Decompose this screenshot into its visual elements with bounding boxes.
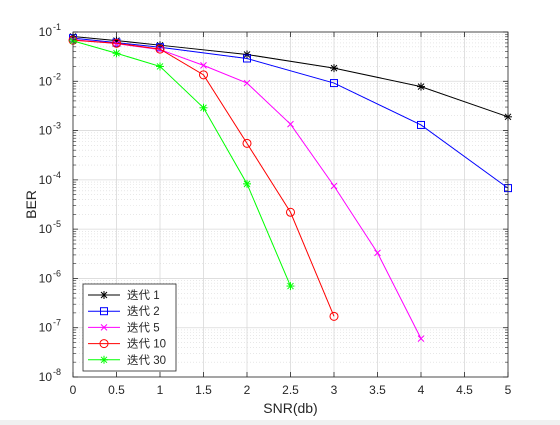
- y-tick-label: 10 -1: [39, 22, 61, 39]
- y-tick-exponent: -7: [53, 318, 61, 328]
- y-tick-exponent: -1: [53, 22, 61, 32]
- legend-item: 迭代 30: [88, 354, 166, 367]
- data-point: [330, 64, 338, 73]
- data-point: [199, 70, 208, 80]
- y-tick-label: 10 -7: [39, 318, 61, 335]
- x-tick-label: 4.5: [456, 383, 473, 397]
- y-tick-exponent: -4: [53, 170, 61, 180]
- data-point: [330, 79, 338, 88]
- data-point: [112, 49, 121, 58]
- y-tick-exponent: -5: [53, 219, 61, 229]
- data-point: [329, 311, 339, 321]
- y-tick-base: 10: [39, 74, 53, 88]
- legend-marker: [100, 307, 108, 316]
- data-point: [243, 50, 251, 59]
- legend-label: 迭代 1: [127, 289, 160, 302]
- x-tick-label: 3: [331, 383, 338, 397]
- legend-item: 迭代 1: [88, 289, 160, 302]
- series-5: [69, 36, 295, 291]
- data-point: [417, 120, 425, 129]
- data-point: [243, 79, 251, 87]
- data-point: [155, 44, 165, 54]
- axes: [72, 31, 509, 378]
- data-point: [243, 54, 251, 63]
- data-point: [417, 335, 425, 343]
- y-tick-base: 10: [39, 222, 53, 236]
- x-tick-label: 2: [244, 383, 251, 397]
- legend-marker: [99, 339, 109, 349]
- x-tick-label: 1.5: [195, 383, 212, 397]
- legend-item: 迭代 2: [88, 305, 160, 318]
- series-line: [72, 37, 509, 189]
- legend-marker: [100, 291, 108, 299]
- y-tick-labels: 10-810-710-610-510-410-310-210-1: [39, 22, 61, 384]
- series-layer: [68, 32, 512, 343]
- y-tick-base: 10: [39, 124, 53, 138]
- x-tick-label: 0.5: [108, 383, 125, 397]
- data-point: [286, 282, 295, 291]
- y-tick-label: 10 -5: [39, 219, 61, 236]
- y-tick-label: 10 -8: [39, 367, 61, 384]
- axes-box: [72, 31, 509, 378]
- legend-item: 迭代 5: [88, 321, 160, 334]
- legend-label: 迭代 2: [127, 305, 160, 318]
- y-tick-base: 10: [39, 25, 53, 39]
- x-tick-label: 3.5: [369, 383, 386, 397]
- legend-marker: [100, 355, 108, 364]
- y-tick-label: 10 -3: [39, 121, 61, 138]
- x-tick-labels: 0 0.5 1 1.5 2 2.5 3 3.5 4 4.5 5: [70, 383, 512, 397]
- x-axis-label: SNR(db): [263, 400, 317, 416]
- x-tick-label: 4: [418, 383, 425, 397]
- y-tick-exponent: -3: [53, 121, 61, 131]
- legend-marker: [100, 324, 108, 331]
- y-tick-exponent: -6: [53, 268, 61, 278]
- data-point: [199, 103, 208, 112]
- legend: 迭代 1 迭代 2 迭代 5 迭代 10 迭代 30: [82, 283, 177, 372]
- data-point: [200, 62, 207, 69]
- data-point: [286, 207, 295, 217]
- y-tick-base: 10: [39, 271, 53, 285]
- data-point: [287, 120, 294, 128]
- y-tick-base: 10: [39, 321, 53, 335]
- y-tick-exponent: -8: [53, 367, 61, 377]
- data-point: [243, 179, 251, 188]
- legend-label: 迭代 10: [127, 338, 166, 351]
- y-axis-label: BER: [23, 190, 39, 219]
- legend-item: 迭代 10: [88, 338, 166, 351]
- legend-label: 迭代 5: [127, 321, 160, 334]
- y-tick-label: 10 -6: [39, 268, 61, 285]
- y-tick-base: 10: [39, 370, 53, 384]
- y-tick-exponent: -2: [53, 71, 61, 81]
- series-4: [68, 35, 339, 321]
- series-line: [72, 40, 291, 287]
- x-tick-label: 1: [157, 383, 164, 397]
- y-tick-label: 10 -4: [39, 170, 61, 187]
- y-tick-label: 10 -2: [39, 71, 61, 88]
- data-point: [242, 138, 252, 148]
- data-point: [417, 82, 425, 91]
- x-tick-label: 0: [70, 383, 77, 397]
- data-point: [156, 62, 164, 71]
- series-line: [72, 39, 335, 317]
- legend-label: 迭代 30: [127, 354, 166, 367]
- data-point: [112, 38, 121, 48]
- x-tick-label: 2.5: [282, 383, 299, 397]
- x-tick-label: 5: [505, 383, 512, 397]
- data-point: [330, 182, 338, 190]
- data-point: [374, 249, 381, 257]
- y-tick-base: 10: [39, 173, 53, 187]
